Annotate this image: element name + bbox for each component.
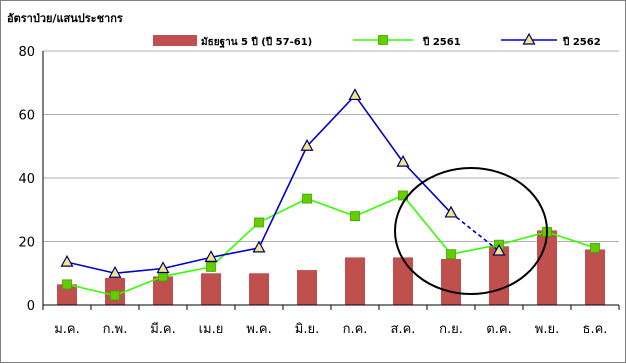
marker-2562 [204, 250, 218, 262]
y-tick-label: 60 [18, 109, 35, 124]
marker-2561 [302, 193, 312, 204]
x-tick-label: ม.ค. [54, 322, 80, 337]
annotation-ellipse [394, 167, 548, 295]
marker-2562 [156, 261, 170, 274]
marker-2561 [206, 261, 216, 272]
marker-2561 [590, 242, 600, 253]
y-tick-label: 40 [18, 172, 35, 187]
legend-label-2561: ปี 2561 [422, 36, 460, 48]
bar [585, 249, 605, 305]
marker-2562 [492, 243, 506, 256]
legend-marker-2561 [378, 35, 388, 45]
x-tick-label: ก.พ. [103, 322, 128, 337]
legend-marker-2562 [522, 32, 536, 45]
legend-label-median: มัธยฐาน 5 ปี (ปี 57-61) [201, 36, 312, 48]
marker-2561 [254, 217, 264, 228]
marker-2561 [446, 249, 456, 260]
bar [393, 257, 413, 305]
y-tick-label: 20 [18, 236, 35, 251]
bar [57, 284, 77, 305]
x-tick-label: พ.ย. [535, 322, 559, 337]
x-tick-label: ก.ย. [439, 322, 463, 337]
bar [201, 273, 221, 305]
legend-swatch-bar [153, 35, 197, 46]
bar [345, 257, 365, 305]
marker-2562 [444, 205, 458, 218]
x-tick-label: ก.ค. [343, 322, 368, 337]
x-tick-label: มี.ค. [150, 321, 176, 337]
x-tick-label: พ.ค. [246, 322, 272, 337]
bar [537, 230, 557, 305]
y-axis-label: อัตราป่วย/แสนประชากร [7, 12, 123, 25]
x-tick-label: ธ.ค. [583, 322, 608, 337]
marker-2561 [62, 279, 72, 290]
marker-2561 [350, 211, 360, 222]
x-tick-label: ส.ค. [391, 322, 416, 337]
marker-2562 [108, 266, 122, 278]
series-line-2562-dashed [450, 212, 500, 252]
marker-2561 [110, 290, 120, 301]
marker-2562 [252, 240, 266, 253]
y-tick-label: 0 [27, 299, 35, 314]
x-tick-label: เม.ย [199, 322, 224, 337]
bar [153, 276, 173, 305]
marker-2562 [300, 139, 314, 151]
series-line-2561 [66, 194, 596, 297]
x-tick-label: มิ.ย. [295, 322, 319, 337]
x-tick-label: ต.ค. [486, 322, 511, 337]
y-tick-label: 80 [18, 45, 35, 60]
marker-2562 [60, 254, 74, 267]
marker-2562 [396, 154, 410, 167]
legend-label-2562: ปี 2562 [562, 36, 600, 48]
marker-2562 [348, 88, 362, 101]
marker-2561 [158, 271, 168, 282]
bar [441, 258, 461, 305]
bar [297, 270, 317, 305]
bar [249, 273, 269, 305]
